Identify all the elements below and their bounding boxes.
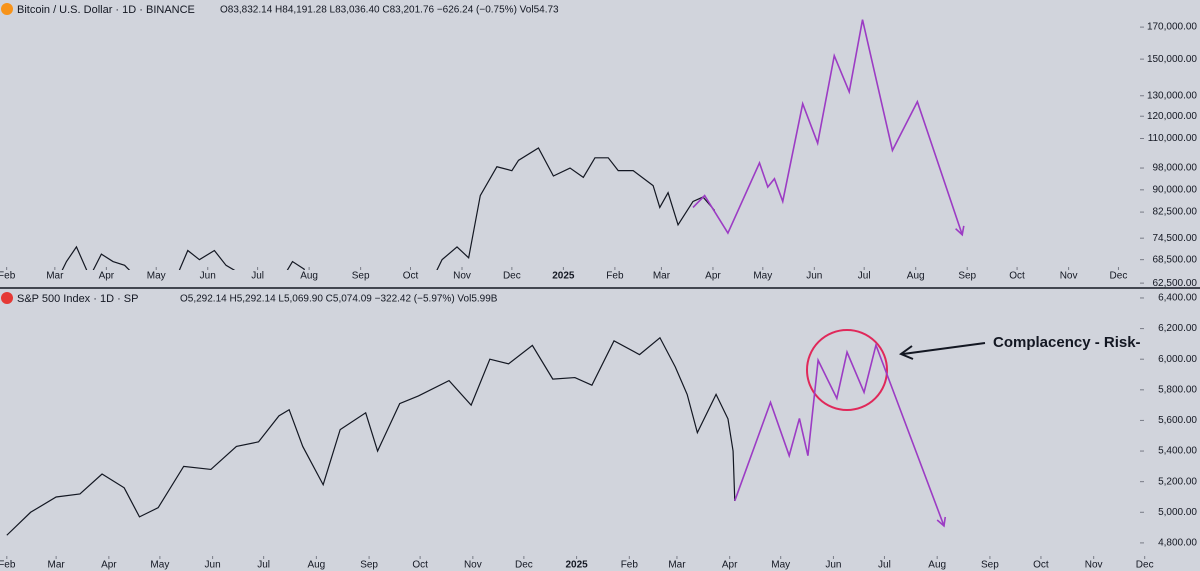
x-tick-label: Dec — [1110, 271, 1128, 282]
y-tick-label: 5,000.00 — [1158, 507, 1197, 518]
x-tick-label: Feb — [621, 560, 639, 571]
price-axis — [1140, 290, 1200, 555]
x-tick-label: Jun — [205, 560, 221, 571]
x-tick-label: Feb — [0, 560, 16, 571]
x-tick-label: 2025 — [552, 271, 575, 282]
x-tick-label: Mar — [653, 271, 671, 282]
arrowhead — [936, 516, 947, 528]
x-tick-label: Aug — [300, 271, 318, 282]
x-tick-label: Oct — [403, 271, 419, 282]
x-tick-label: Nov — [464, 560, 482, 571]
x-tick-label: Sep — [360, 560, 378, 571]
x-tick-label: Jul — [878, 560, 891, 571]
chart-title: S&P 500 Index · 1D · SP — [17, 293, 138, 305]
y-tick-label: 68,500.00 — [1153, 254, 1198, 265]
spx-icon — [1, 292, 13, 304]
y-tick-label: 110,000.00 — [1148, 133, 1198, 144]
annotation-arrowhead — [898, 345, 914, 360]
x-tick-label: Nov — [453, 271, 471, 282]
x-tick-label: Aug — [307, 560, 325, 571]
highlight-circle — [806, 329, 888, 411]
x-tick-label: Oct — [1033, 560, 1049, 571]
annotation-arrow — [902, 342, 986, 355]
x-tick-label: Jun — [825, 560, 841, 571]
x-tick-label: May — [150, 560, 169, 571]
x-tick-label: Oct — [412, 560, 428, 571]
x-tick-label: Mar — [48, 560, 66, 571]
x-tick-label: Feb — [606, 271, 624, 282]
projection-line — [692, 19, 963, 236]
projection-line — [734, 342, 945, 527]
price-line — [61, 147, 716, 270]
x-tick-label: Dec — [503, 271, 521, 282]
y-tick-label: 4,800.00 — [1158, 538, 1197, 549]
y-tick-label: 5,600.00 — [1158, 415, 1197, 426]
y-tick-label: 90,000.00 — [1153, 184, 1198, 195]
y-tick-label: 6,200.00 — [1158, 323, 1197, 334]
x-tick-label: 2025 — [565, 560, 588, 571]
x-tick-label: Dec — [515, 560, 533, 571]
x-tick-label: Jul — [251, 271, 264, 282]
y-tick-label: 5,200.00 — [1158, 476, 1197, 487]
price-axis — [1140, 0, 1200, 286]
ohlc: O5,292.14 H5,292.14 L5,069.90 C5,074.09 … — [180, 294, 498, 305]
y-tick-label: 5,800.00 — [1158, 384, 1197, 395]
x-tick-label: May — [753, 271, 772, 282]
x-tick-label: Jun — [200, 271, 216, 282]
x-tick-label: Apr — [705, 271, 721, 282]
ohlc: O83,832.14 H84,191.28 L83,036.40 C83,201… — [220, 5, 559, 16]
x-tick-label: Aug — [907, 271, 925, 282]
x-tick-label: Jul — [858, 271, 871, 282]
y-tick-label: 120,000.00 — [1147, 111, 1197, 122]
x-tick-label: Nov — [1060, 271, 1078, 282]
y-tick-label: 130,000.00 — [1147, 90, 1197, 101]
x-tick-label: Aug — [928, 560, 946, 571]
x-tick-label: Sep — [981, 560, 999, 571]
x-tick-label: Mar — [46, 271, 64, 282]
y-tick-label: 82,500.00 — [1153, 207, 1198, 218]
x-tick-label: Apr — [101, 560, 117, 571]
x-tick-label: Nov — [1085, 560, 1103, 571]
x-tick-label: Apr — [99, 271, 115, 282]
x-tick-label: Feb — [0, 271, 16, 282]
y-tick-label: 170,000.00 — [1147, 22, 1197, 33]
btc-icon — [1, 3, 13, 15]
x-tick-label: May — [771, 560, 790, 571]
chart-title: Bitcoin / U.S. Dollar · 1D · BINANCE — [17, 4, 195, 16]
x-tick-label: Sep — [352, 271, 370, 282]
x-tick-label: Apr — [722, 560, 738, 571]
price-line — [6, 336, 736, 536]
arrowhead — [955, 225, 965, 237]
y-tick-label: 6,400.00 — [1158, 293, 1197, 304]
x-tick-label: May — [147, 271, 166, 282]
x-tick-label: Jun — [806, 271, 822, 282]
annotation: Complacency - Risk-ON — [993, 334, 1163, 351]
x-tick-label: Jul — [257, 560, 270, 571]
y-tick-label: 150,000.00 — [1147, 54, 1197, 65]
y-tick-label: 98,000.00 — [1153, 163, 1198, 174]
x-tick-label: Dec — [1136, 560, 1154, 571]
y-tick-label: 6,000.00 — [1158, 354, 1197, 365]
x-tick-label: Sep — [958, 271, 976, 282]
y-tick-label: 62,500.00 — [1153, 278, 1198, 289]
x-tick-label: Oct — [1009, 271, 1025, 282]
x-tick-label: Mar — [668, 560, 686, 571]
y-tick-label: 5,400.00 — [1158, 446, 1197, 457]
y-tick-label: 74,500.00 — [1153, 233, 1198, 244]
